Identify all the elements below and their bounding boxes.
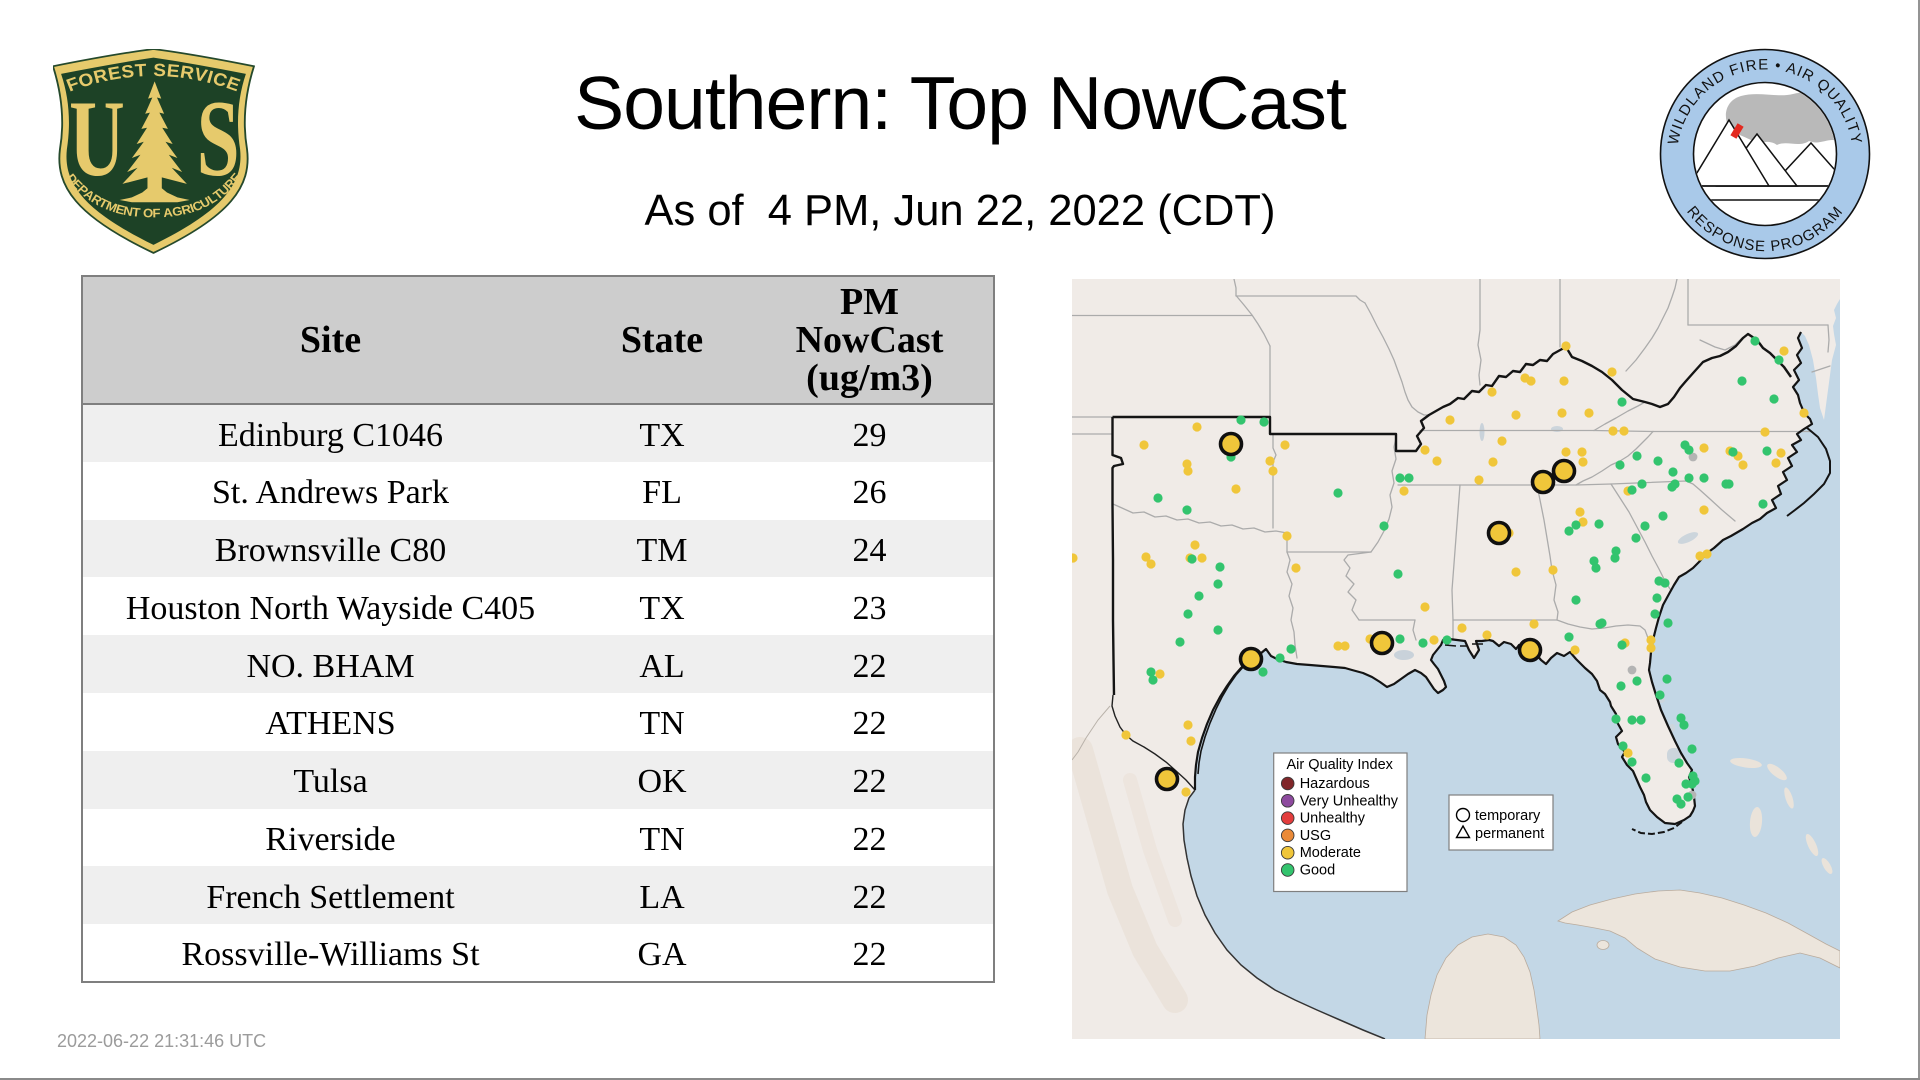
svg-text:USG: USG [1300,828,1331,844]
svg-text:E: E [114,201,127,217]
svg-text:I: I [188,200,196,215]
svg-text:temporary: temporary [1475,808,1541,824]
svg-text:M: M [104,198,120,215]
svg-text:T: T [131,205,141,220]
svg-text:Unhealthy: Unhealthy [1300,811,1366,827]
svg-text:N: N [122,203,134,219]
svg-text:R: R [180,201,193,217]
svg-text:Good: Good [1300,863,1335,879]
svg-text:Hazardous: Hazardous [1300,776,1370,792]
svg-text:Very Unhealthy: Very Unhealthy [1300,793,1399,809]
svg-text:U: U [69,79,125,199]
svg-text:Moderate: Moderate [1300,845,1361,861]
svg-text:Air Quality Index: Air Quality Index [1287,757,1394,773]
svg-text:F: F [152,206,161,221]
svg-text:G: G [171,203,184,219]
svg-text:S: S [197,79,240,199]
svg-text:A: A [163,205,174,220]
svg-text:O: O [143,205,154,220]
svg-text:permanent: permanent [1475,826,1544,842]
